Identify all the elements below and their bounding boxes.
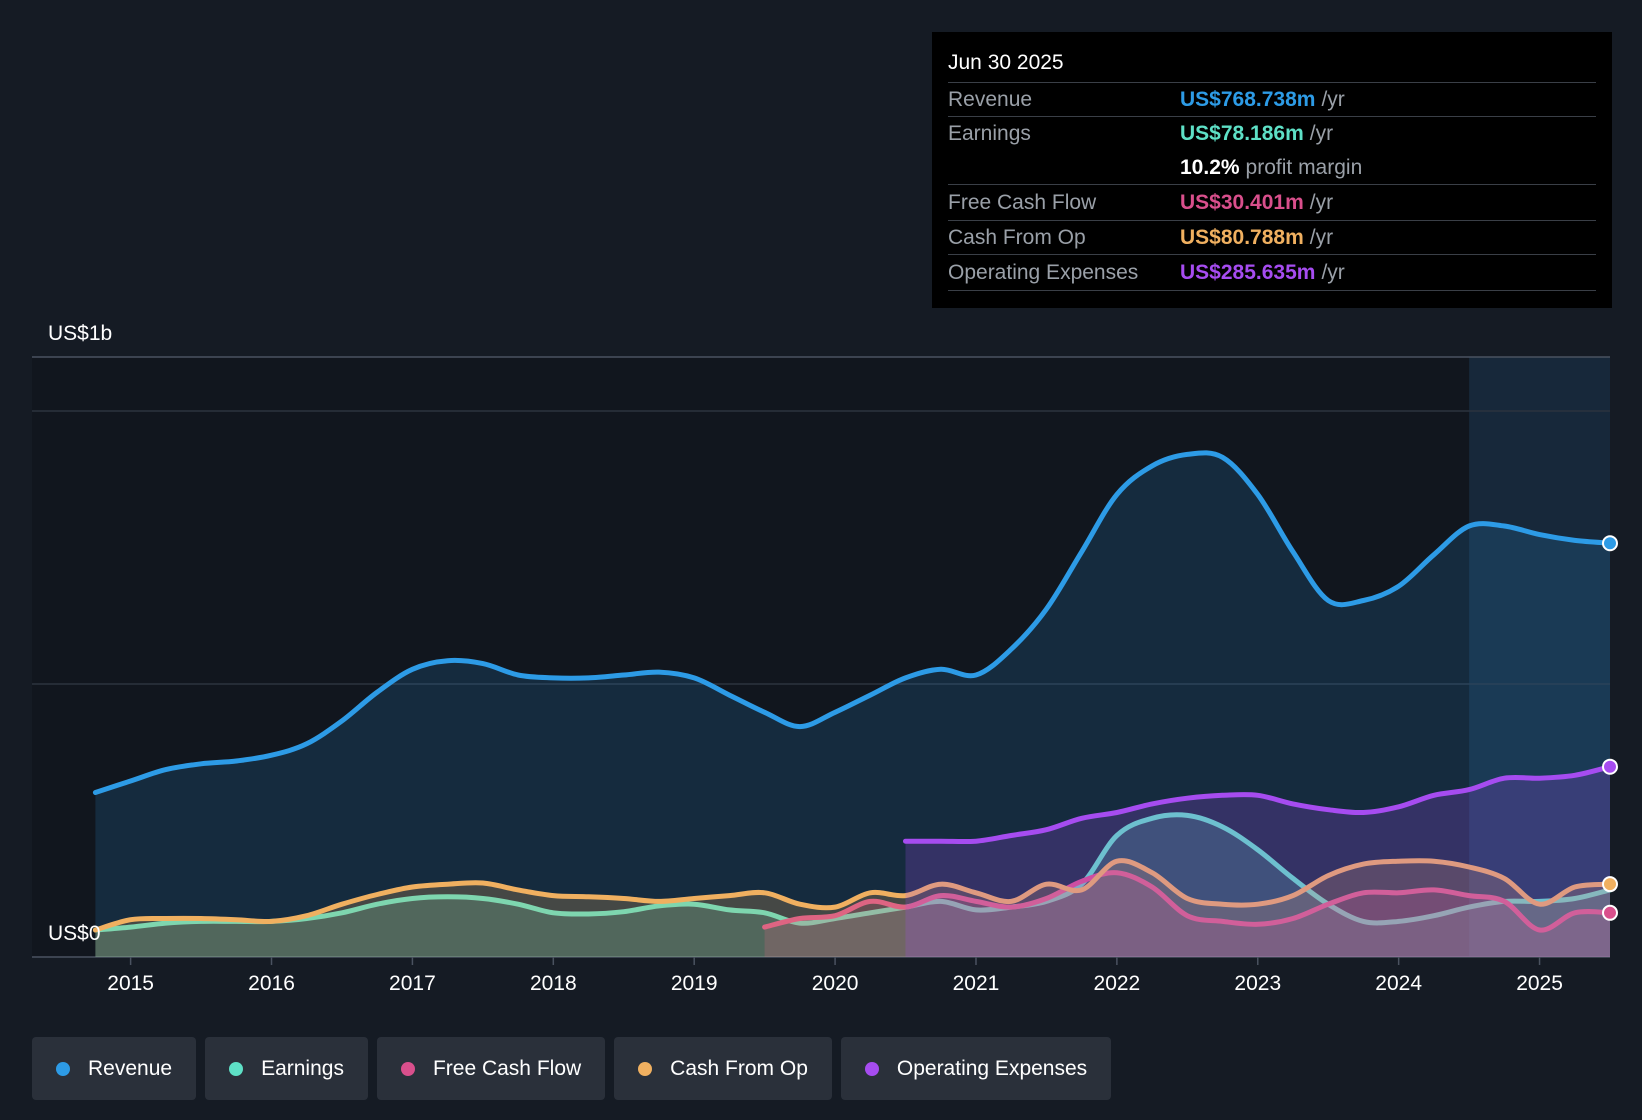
x-tick-label: 2016 — [248, 972, 295, 995]
tooltip-unit: /yr — [1309, 190, 1334, 214]
legend-label: Earnings — [261, 1056, 344, 1080]
x-tick-label: 2020 — [812, 972, 859, 995]
x-tick-label: 2022 — [1094, 972, 1141, 995]
tooltip-row-revenue: Revenue US$768.738m /yr — [948, 83, 1596, 117]
cash-from-op-end-marker — [1602, 876, 1618, 893]
tooltip-row-cash-from-op: Cash From Op US$80.788m /yr — [948, 221, 1596, 255]
x-tick-label: 2018 — [530, 972, 577, 995]
legend-item-cash-from-op[interactable]: Cash From Op — [614, 1037, 832, 1100]
revenue-line — [92, 450, 1613, 795]
operating-expenses-end-marker — [1602, 758, 1618, 775]
series-layer — [92, 450, 1613, 957]
x-tick-label: 2015 — [107, 972, 154, 995]
tooltip-unit: /yr — [1321, 87, 1345, 111]
tooltip-label: Earnings — [948, 122, 1031, 145]
tooltip: Jun 30 2025 Revenue US$768.738m /yr Earn… — [932, 32, 1612, 308]
legend: Revenue Earnings Free Cash Flow Cash Fro… — [32, 1037, 1112, 1100]
tooltip-row-operating-expenses: Operating Expenses US$285.635m /yr — [948, 255, 1596, 291]
operating-expenses-dot-icon — [864, 1061, 879, 1076]
x-axis-ticks: 2015 2016 2017 2018 2019 2020 2021 2022 2023 2024… — [107, 957, 1563, 995]
x-tick-label: 2024 — [1375, 972, 1422, 995]
marker-layer — [1602, 535, 1618, 921]
tooltip-row-profit-margin: 10.2% profit margin — [948, 151, 1596, 185]
revenue-end-marker — [1602, 535, 1618, 552]
tooltip-label: Revenue — [948, 87, 1033, 111]
legend-label: Cash From Op — [670, 1056, 808, 1080]
tooltip-label: Operating Expenses — [948, 260, 1139, 284]
operating-expenses-area — [905, 766, 1610, 957]
y-bottom-label: US$0 — [48, 922, 101, 945]
cash-from-op-line — [92, 858, 1613, 933]
tooltip-label: Cash From Op — [948, 225, 1086, 249]
legend-item-operating-expenses[interactable]: Operating Expenses — [840, 1037, 1112, 1100]
legend-label: Revenue — [88, 1056, 173, 1080]
legend-item-free-cash-flow[interactable]: Free Cash Flow — [376, 1037, 606, 1100]
x-tick-label: 2025 — [1516, 972, 1563, 995]
tooltip-unit: /yr — [1309, 122, 1334, 145]
operating-expenses-line — [903, 764, 1613, 845]
profit-margin-text: profit margin — [1245, 155, 1363, 179]
y-top-label: US$1b — [48, 322, 112, 345]
earnings-dot-icon — [229, 1061, 244, 1076]
tooltip-row-earnings: Earnings US$78.186m /yr — [948, 117, 1596, 151]
revenue-dot-icon — [56, 1061, 70, 1076]
legend-item-earnings[interactable]: Earnings — [205, 1037, 368, 1100]
legend-item-revenue[interactable]: Revenue — [32, 1037, 197, 1100]
x-tick-label: 2019 — [671, 972, 718, 995]
tooltip-value: US$80.788m — [1180, 225, 1304, 249]
plot-background — [32, 357, 1610, 957]
tooltip-row-free-cash-flow: Free Cash Flow US$30.401m /yr — [948, 185, 1596, 221]
x-tick-label: 2017 — [389, 972, 436, 995]
legend-label: Operating Expenses — [896, 1056, 1088, 1080]
legend-label: Free Cash Flow — [432, 1056, 582, 1080]
tooltip-value: US$768.738m — [1180, 87, 1316, 111]
tooltip-unit: /yr — [1321, 260, 1345, 284]
tooltip-unit: /yr — [1309, 225, 1334, 249]
forecast-region — [1469, 357, 1610, 957]
tooltip-value: US$30.401m — [1180, 190, 1304, 214]
earnings-line — [92, 812, 1613, 933]
tooltip-label: Free Cash Flow — [948, 190, 1097, 214]
cash-from-op-dot-icon — [638, 1061, 653, 1076]
x-tick-label: 2023 — [1234, 972, 1281, 995]
tooltip-value: US$285.635m — [1180, 260, 1316, 284]
x-tick-label: 2021 — [953, 972, 1000, 995]
free-cash-flow-line — [762, 870, 1613, 933]
tooltip-date: Jun 30 2025 — [948, 48, 1596, 83]
tooltip-value: US$78.186m — [1180, 122, 1304, 145]
free-cash-flow-dot-icon — [400, 1061, 415, 1076]
free-cash-flow-end-marker — [1602, 904, 1618, 921]
profit-margin-value: 10.2% — [1180, 155, 1240, 179]
